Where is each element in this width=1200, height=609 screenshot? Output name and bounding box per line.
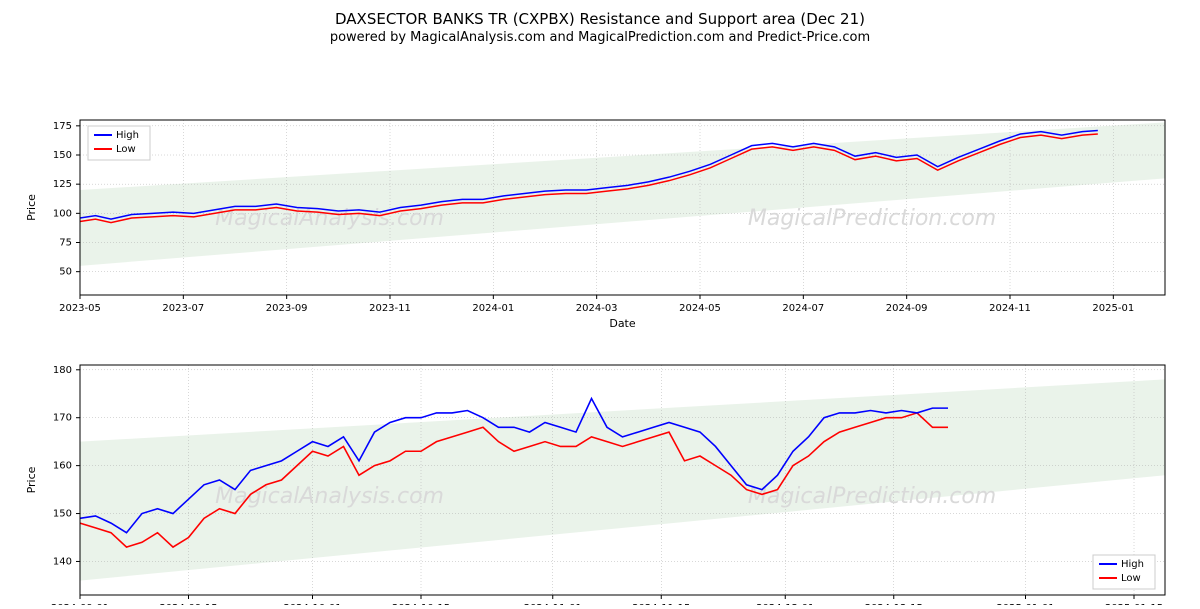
page-subtitle: powered by MagicalAnalysis.com and Magic… bbox=[0, 28, 1200, 45]
x-tick-label: 2023-11 bbox=[369, 303, 411, 314]
y-tick-label: 125 bbox=[53, 179, 72, 190]
legend-label: Low bbox=[116, 144, 136, 155]
y-tick-label: 75 bbox=[59, 238, 72, 249]
chart-container: DAXSECTOR BANKS TR (CXPBX) Resistance an… bbox=[0, 0, 1200, 600]
x-tick-label: 2024-01 bbox=[472, 303, 514, 314]
x-tick-label: 2024-11 bbox=[989, 303, 1031, 314]
x-tick-label: 2024-03 bbox=[576, 303, 618, 314]
y-axis-label: Price bbox=[25, 466, 38, 493]
x-tick-label: 2025-01-01 bbox=[996, 603, 1054, 605]
x-tick-label: 2023-05 bbox=[59, 303, 101, 314]
page-title: DAXSECTOR BANKS TR (CXPBX) Resistance an… bbox=[0, 0, 1200, 28]
legend: High Low bbox=[1093, 555, 1155, 589]
y-tick-label: 170 bbox=[53, 413, 72, 424]
y-tick-label: 100 bbox=[53, 208, 72, 219]
x-tick-label: 2024-09-01 bbox=[51, 603, 109, 605]
y-tick-label: 140 bbox=[53, 556, 72, 567]
x-tick-label: 2025-01-15 bbox=[1105, 603, 1163, 605]
legend-label: Low bbox=[1121, 573, 1141, 584]
x-tick-label: 2023-09 bbox=[266, 303, 308, 314]
x-tick-label: 2024-05 bbox=[679, 303, 721, 314]
y-tick-label: 180 bbox=[53, 365, 72, 376]
x-axis-label: Date bbox=[609, 317, 636, 330]
x-tick-label: 2023-07 bbox=[162, 303, 204, 314]
charts-svg: MagicalAnalysis.comMagicalPrediction.com… bbox=[0, 45, 1200, 605]
x-tick-label: 2025-01 bbox=[1092, 303, 1134, 314]
legend-label: High bbox=[1121, 559, 1144, 570]
y-tick-label: 175 bbox=[53, 121, 72, 132]
x-tick-label: 2024-10-15 bbox=[392, 603, 450, 605]
x-tick-label: 2024-12-15 bbox=[865, 603, 923, 605]
y-axis-label: Price bbox=[25, 194, 38, 221]
x-tick-label: 2024-11-15 bbox=[632, 603, 690, 605]
x-tick-label: 2024-09-15 bbox=[159, 603, 217, 605]
legend-label: High bbox=[116, 130, 139, 141]
y-tick-label: 50 bbox=[59, 267, 72, 278]
x-tick-label: 2024-12-01 bbox=[756, 603, 814, 605]
x-tick-label: 2024-10-01 bbox=[283, 603, 341, 605]
y-tick-label: 160 bbox=[53, 461, 72, 472]
watermark: MagicalPrediction.com bbox=[748, 484, 996, 509]
y-tick-label: 150 bbox=[53, 509, 72, 520]
x-tick-label: 2024-09 bbox=[886, 303, 928, 314]
x-tick-label: 2024-07 bbox=[782, 303, 824, 314]
x-tick-label: 2024-11-01 bbox=[524, 603, 582, 605]
legend: High Low bbox=[88, 126, 150, 160]
watermark: MagicalPrediction.com bbox=[748, 206, 996, 231]
y-tick-label: 150 bbox=[53, 150, 72, 161]
